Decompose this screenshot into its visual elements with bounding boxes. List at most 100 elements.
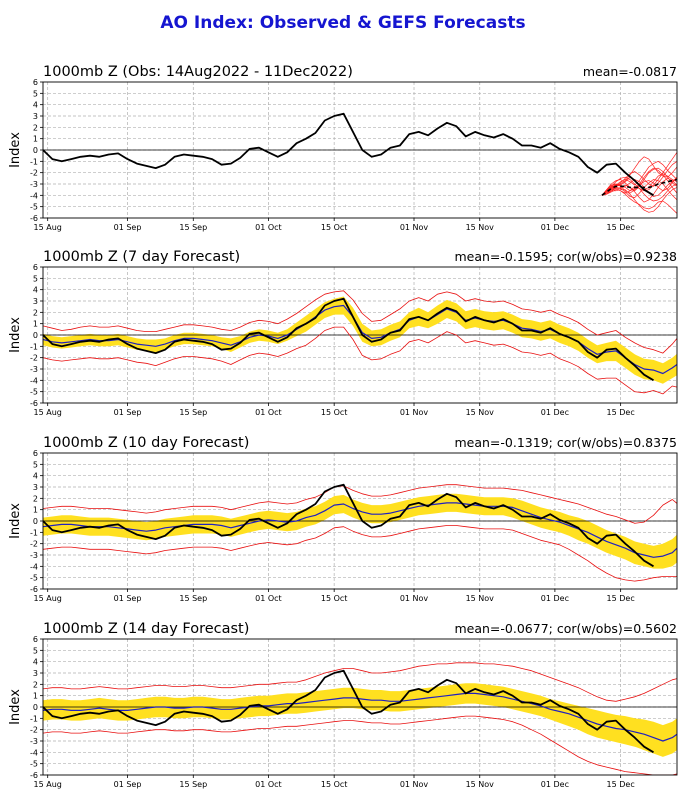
y-tick-label: 3 — [33, 669, 38, 678]
x-tick-label: 15 Dec — [607, 408, 635, 417]
panel-title: 1000mb Z (7 day Forecast) — [43, 249, 240, 265]
observed-line — [43, 297, 654, 382]
y-tick-label: -1 — [30, 528, 38, 537]
y-tick-label: 2 — [33, 123, 38, 132]
observed-line — [43, 669, 654, 754]
ensemble-max-line — [43, 662, 677, 702]
panel-stats: mean=-0.0677; cor(w/obs)=0.5602 — [454, 621, 677, 636]
y-tick-label: -4 — [30, 562, 38, 571]
y-axis-label: Index — [8, 132, 23, 168]
y-tick-label: -2 — [30, 540, 38, 549]
y-tick-label: 3 — [33, 483, 38, 492]
y-tick-label: 5 — [33, 274, 38, 283]
plot-area — [43, 112, 677, 214]
y-tick-label: 6 — [33, 78, 38, 87]
ensemble-max-line — [43, 484, 677, 524]
x-tick-label: 01 Oct — [255, 594, 282, 603]
y-tick-label: 1 — [33, 135, 38, 144]
y-tick-label: 0 — [33, 331, 38, 340]
y-tick-label: -2 — [30, 169, 38, 178]
x-tick-label: 15 Sep — [179, 594, 207, 603]
plot-area — [43, 483, 677, 582]
y-tick-label: -4 — [30, 376, 38, 385]
ensemble-member-line — [601, 188, 677, 214]
plot-frame — [42, 638, 678, 776]
chart-panel-3: 1000mb Z (14 day Forecast) mean=-0.0677; … — [8, 621, 678, 789]
y-tick-label: -5 — [30, 388, 38, 397]
x-tick-label: 01 Nov — [400, 594, 429, 603]
y-tick-label: -5 — [30, 760, 38, 769]
x-tick-label: 15 Nov — [466, 594, 495, 603]
panel-stats: mean=-0.1319; cor(w/obs)=0.8375 — [454, 435, 677, 450]
y-tick-label: 4 — [33, 472, 38, 481]
plot-area — [43, 662, 677, 775]
x-tick-label: 01 Dec — [541, 780, 569, 789]
y-tick-label: 6 — [33, 263, 38, 272]
y-tick-label: -1 — [30, 342, 38, 351]
x-tick-label: 01 Sep — [114, 223, 142, 232]
x-tick-label: 01 Dec — [541, 408, 569, 417]
x-tick-label: 01 Nov — [400, 223, 429, 232]
y-tick-label: 6 — [33, 635, 38, 644]
x-tick-label: 15 Oct — [321, 780, 348, 789]
panel-stats: mean=-0.0817 — [583, 64, 677, 79]
x-tick-label: 15 Oct — [321, 594, 348, 603]
y-tick-label: -3 — [30, 180, 38, 189]
y-tick-label: -3 — [30, 551, 38, 560]
y-tick-label: 3 — [33, 112, 38, 121]
y-tick-label: 4 — [33, 101, 38, 110]
ensemble-min-line — [43, 326, 677, 395]
y-tick-label: -1 — [30, 157, 38, 166]
observed-line — [43, 483, 654, 568]
y-tick-label: 3 — [33, 297, 38, 306]
x-tick-label: 15 Sep — [179, 780, 207, 789]
x-tick-label: 15 Dec — [607, 223, 635, 232]
y-tick-label: 6 — [33, 449, 38, 458]
x-tick-label: 01 Sep — [114, 594, 142, 603]
ensemble-min-line — [43, 715, 677, 775]
chart-panel-0: 1000mb Z (Obs: 14Aug2022 - 11Dec2022) mea… — [8, 64, 678, 232]
y-tick-label: 5 — [33, 89, 38, 98]
x-tick-label: 15 Oct — [321, 223, 348, 232]
y-tick-label: -4 — [30, 191, 38, 200]
x-tick-label: 15 Aug — [34, 780, 62, 789]
y-tick-label: 4 — [33, 286, 38, 295]
ensemble-max-line — [43, 290, 677, 354]
x-tick-label: 15 Aug — [34, 408, 62, 417]
ensemble-member-line — [601, 187, 677, 213]
forecast-mean-line — [601, 178, 677, 196]
y-tick-label: 2 — [33, 494, 38, 503]
x-tick-label: 15 Sep — [179, 408, 207, 417]
ensemble-spread-band — [43, 493, 677, 569]
ensemble-spread-band — [43, 296, 677, 384]
ensemble-min-line — [43, 525, 677, 582]
x-tick-label: 01 Nov — [400, 780, 429, 789]
x-tick-label: 15 Aug — [34, 223, 62, 232]
panel-title: 1000mb Z (Obs: 14Aug2022 - 11Dec2022) — [43, 64, 353, 80]
x-tick-label: 15 Dec — [607, 780, 635, 789]
page-title: AO Index: Observed & GEFS Forecasts — [160, 13, 525, 33]
y-tick-label: 5 — [33, 646, 38, 655]
ensemble-member-line — [601, 177, 677, 203]
panel-title: 1000mb Z (14 day Forecast) — [43, 621, 249, 637]
y-tick-label: -4 — [30, 748, 38, 757]
y-tick-label: -5 — [30, 203, 38, 212]
observed-line — [43, 112, 654, 197]
x-tick-label: 15 Nov — [466, 408, 495, 417]
y-tick-label: -5 — [30, 574, 38, 583]
x-tick-label: 01 Dec — [541, 223, 569, 232]
y-tick-label: 1 — [33, 320, 38, 329]
x-tick-label: 01 Sep — [114, 780, 142, 789]
y-tick-label: 0 — [33, 517, 38, 526]
y-tick-label: 1 — [33, 506, 38, 515]
y-tick-label: -6 — [30, 214, 38, 223]
plot-frame — [42, 81, 678, 219]
plot-area — [43, 290, 677, 395]
x-tick-label: 01 Dec — [541, 594, 569, 603]
y-tick-label: 5 — [33, 460, 38, 469]
x-tick-label: 01 Nov — [400, 408, 429, 417]
x-tick-label: 15 Nov — [466, 780, 495, 789]
x-tick-label: 01 Sep — [114, 408, 142, 417]
y-tick-label: -2 — [30, 354, 38, 363]
